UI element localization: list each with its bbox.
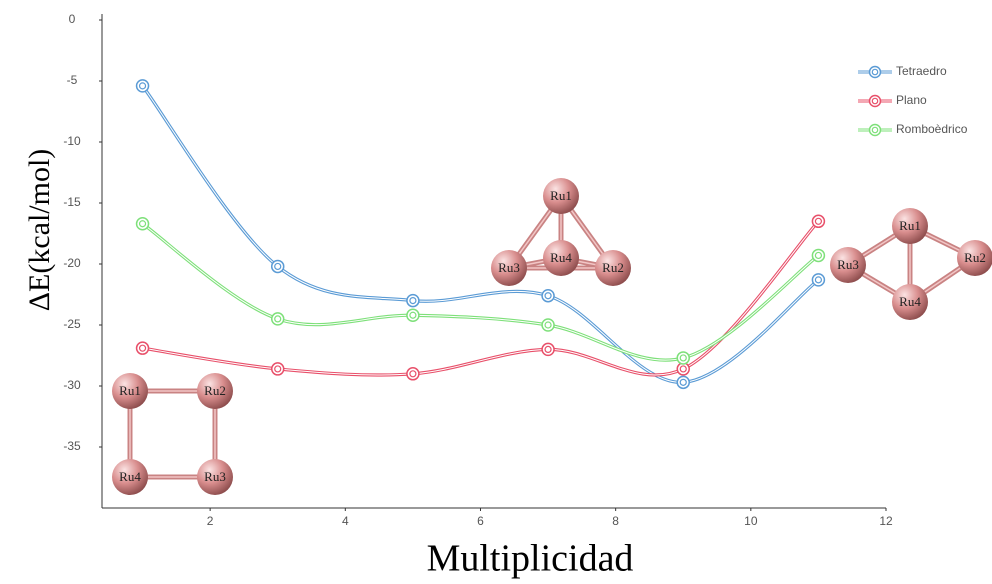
point: [542, 343, 554, 355]
molecule: Ru1 Ru3 Ru2 Ru4: [491, 178, 631, 286]
y-axis-title: ΔE(kcal/mol): [23, 149, 56, 312]
series-line: [143, 221, 819, 375]
point: [137, 218, 149, 230]
series-line-highlight: [143, 221, 819, 375]
point: [677, 363, 689, 375]
atom-label: Ru2: [602, 260, 624, 275]
x-axis-title: Multiplicidad: [427, 538, 634, 580]
atom-label: Ru3: [498, 260, 520, 275]
legend-label: Tetraedro: [896, 64, 947, 78]
atom-label: Ru1: [119, 383, 141, 398]
point: [407, 368, 419, 380]
legend-marker: [870, 67, 881, 78]
x-tick-label: 10: [744, 514, 758, 528]
point: [272, 363, 284, 375]
point: [542, 290, 554, 302]
point: [812, 249, 824, 261]
molecule: Ru1 Ru3 Ru2 Ru4: [830, 208, 992, 320]
x-tick-label: 6: [477, 514, 484, 528]
point: [677, 376, 689, 388]
point: [272, 260, 284, 272]
point: [272, 313, 284, 325]
legend-marker: [870, 125, 881, 136]
x-tick-label: 12: [879, 514, 893, 528]
point: [812, 274, 824, 286]
y-tick-label: 0: [69, 12, 76, 26]
point: [137, 342, 149, 354]
point: [137, 80, 149, 92]
atom-label: Ru2: [964, 250, 986, 265]
y-tick-label: -5: [67, 73, 78, 87]
legend-marker: [870, 96, 881, 107]
legend-label: Plano: [896, 93, 927, 107]
legend-label: Romboèdrico: [896, 122, 968, 136]
point: [812, 215, 824, 227]
x-tick-label: 8: [612, 514, 619, 528]
atom-label: Ru4: [119, 469, 141, 484]
atom-label: Ru4: [899, 294, 921, 309]
point: [677, 352, 689, 364]
chart: ΔE(kcal/mol) Multiplicidad 0 -5 -10 -15 -20 -…: [0, 0, 992, 584]
atom-label: Ru4: [550, 250, 572, 265]
series-line: [143, 224, 819, 360]
atom-label: Ru2: [204, 383, 226, 398]
y-tick-label: -20: [63, 256, 81, 270]
y-tick-label: -30: [63, 378, 81, 392]
series-line-highlight: [143, 86, 819, 383]
atom-label: Ru1: [550, 188, 572, 203]
atom-label: Ru1: [899, 218, 921, 233]
y-tick-label: -15: [63, 195, 81, 209]
atom-label: Ru3: [204, 469, 226, 484]
molecule: Ru1 Ru2 Ru4 Ru3: [112, 373, 233, 495]
y-tick-label: -10: [63, 134, 81, 148]
x-tick-label: 4: [342, 514, 349, 528]
atom-label: Ru3: [837, 257, 859, 272]
point: [407, 309, 419, 321]
y-tick-label: -35: [63, 439, 81, 453]
y-tick-label: -25: [63, 317, 81, 331]
point: [542, 319, 554, 331]
x-tick-label: 2: [207, 514, 214, 528]
series-line: [143, 86, 819, 383]
point: [407, 295, 419, 307]
